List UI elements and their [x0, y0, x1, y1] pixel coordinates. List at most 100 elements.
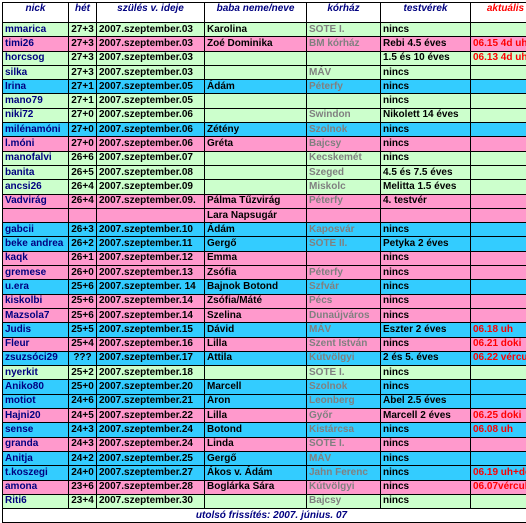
- cell-current: [471, 280, 526, 294]
- cell-hospital: Kútvölgyi: [307, 480, 381, 494]
- cell-baby-name: Karolina: [205, 23, 307, 37]
- cell-hospital: Győr: [307, 409, 381, 423]
- cell-due-date: 2007.szeptember.03: [97, 51, 205, 65]
- cell-current: [471, 208, 526, 222]
- table-row: Lara Napsugár: [3, 208, 526, 222]
- cell-nick: Irina: [3, 80, 69, 94]
- cell-baby-name: Marcell: [205, 380, 307, 394]
- cell-hospital: Swindon: [307, 108, 381, 122]
- cell-due-date: 2007.szeptember.14: [97, 294, 205, 308]
- cell-hospital: Szolnok: [307, 123, 381, 137]
- cell-hospital: [307, 94, 381, 108]
- cell-siblings: nincs: [381, 80, 471, 94]
- cell-nick: beke andrea: [3, 237, 69, 251]
- cell-nick: gremese: [3, 266, 69, 280]
- cell-nick: sense: [3, 423, 69, 437]
- cell-due-date: 2007.szeptember.18: [97, 366, 205, 380]
- cell-siblings: nincs: [381, 280, 471, 294]
- cell-baby-name: Ádám: [205, 223, 307, 237]
- cell-current: [471, 80, 526, 94]
- cell-week: 24+0: [69, 466, 97, 480]
- cell-nick: banita: [3, 165, 69, 179]
- cell-current: [471, 137, 526, 151]
- header-hospital: kórház: [307, 3, 381, 23]
- cell-current: [471, 451, 526, 465]
- cell-week: 27+0: [69, 108, 97, 122]
- cell-current: [471, 108, 526, 122]
- cell-nick: nyerkit: [3, 366, 69, 380]
- cell-nick: Judis: [3, 323, 69, 337]
- cell-week: 27+3: [69, 37, 97, 51]
- cell-baby-name: [205, 180, 307, 194]
- cell-current: [471, 294, 526, 308]
- cell-nick: ancsi26: [3, 180, 69, 194]
- cell-baby-name: [205, 494, 307, 508]
- cell-due-date: 2007.szeptember.11: [97, 237, 205, 251]
- cell-siblings: Marcell 2 éves: [381, 409, 471, 423]
- cell-week: ???: [69, 351, 97, 365]
- cell-week: 26+4: [69, 180, 97, 194]
- cell-due-date: 2007.szeptember.08: [97, 165, 205, 179]
- cell-nick: u.era: [3, 280, 69, 294]
- footer-row: utolsó frissítés: 2007. június. 07: [3, 509, 526, 523]
- cell-current: 06.18 uh: [471, 323, 526, 337]
- cell-week: 25+2: [69, 366, 97, 380]
- cell-baby-name: Emma: [205, 251, 307, 265]
- cell-nick: l.móni: [3, 137, 69, 151]
- cell-baby-name: [205, 51, 307, 65]
- cell-siblings: 4.5 és 7.5 éves: [381, 165, 471, 179]
- cell-hospital: Péterfy: [307, 266, 381, 280]
- cell-baby-name: Gergő: [205, 237, 307, 251]
- cell-current: [471, 366, 526, 380]
- cell-siblings: Ábel 2.5 éves: [381, 394, 471, 408]
- cell-current: 06.13 4d uh: [471, 51, 526, 65]
- cell-hospital: SOTE I.: [307, 437, 381, 451]
- cell-nick: mmarica: [3, 23, 69, 37]
- cell-week: 24+5: [69, 409, 97, 423]
- cell-siblings: nincs: [381, 437, 471, 451]
- cell-hospital: Leonberg: [307, 394, 381, 408]
- cell-current: 06.22 vércukor: [471, 351, 526, 365]
- cell-siblings: nincs: [381, 23, 471, 37]
- cell-due-date: 2007.szeptember.07: [97, 151, 205, 165]
- cell-siblings: nincs: [381, 480, 471, 494]
- header-nick: nick: [3, 3, 69, 23]
- cell-due-date: 2007.szeptember.16: [97, 337, 205, 351]
- cell-due-date: 2007.szeptember.06: [97, 137, 205, 151]
- cell-hospital: Bajcsy: [307, 137, 381, 151]
- cell-week: 24+6: [69, 394, 97, 408]
- cell-siblings: nincs: [381, 65, 471, 79]
- cell-week: 25+0: [69, 380, 97, 394]
- header-het: hét: [69, 3, 97, 23]
- cell-siblings: nincs: [381, 466, 471, 480]
- cell-baby-name: Zsófia: [205, 266, 307, 280]
- cell-baby-name: Áron: [205, 394, 307, 408]
- cell-nick: manofalvi: [3, 151, 69, 165]
- header-due-date: szülés v. ideje: [97, 3, 205, 23]
- cell-hospital: Péterfy: [307, 80, 381, 94]
- cell-current: [471, 180, 526, 194]
- cell-siblings: 4. testvér: [381, 194, 471, 208]
- cell-current: [471, 23, 526, 37]
- cell-current: [471, 237, 526, 251]
- cell-siblings: nincs: [381, 494, 471, 508]
- cell-siblings: nincs: [381, 137, 471, 151]
- cell-current: 06.15 4d uh: [471, 37, 526, 51]
- cell-baby-name: [205, 151, 307, 165]
- last-update-note: utolsó frissítés: 2007. június. 07: [3, 509, 526, 523]
